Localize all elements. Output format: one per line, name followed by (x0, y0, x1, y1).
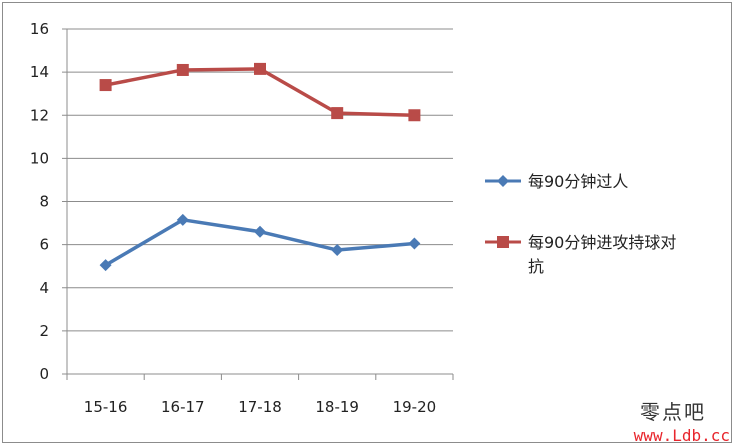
legend-label-series1-line1: 每90分钟进攻持球对 (528, 233, 676, 252)
series-0 (99, 213, 421, 272)
y-tick-label: 4 (39, 279, 49, 297)
series-line-1 (103, 67, 417, 117)
x-tick-label: 19-20 (393, 398, 437, 416)
legend-label-series0: 每90分钟过人 (528, 172, 628, 191)
legend-label-series1-line2: 抗 (528, 257, 544, 276)
data-point (331, 107, 344, 120)
legend-marker-series0 (497, 175, 509, 187)
data-point (254, 225, 266, 238)
legend-item-series1: 每90分钟进攻持球对 抗 (485, 233, 676, 276)
chart-frame (2, 2, 732, 443)
legend: 每90分钟过人 每90分钟进攻持球对 抗 (485, 172, 676, 276)
y-tick-label: 14 (30, 63, 49, 81)
data-point (408, 109, 421, 122)
data-point (408, 237, 421, 250)
watermark-url: www.Ldb.cc (633, 426, 730, 445)
y-tick-label: 16 (30, 20, 49, 38)
data-point (99, 259, 112, 272)
y-tick-label: 2 (39, 322, 49, 340)
data-point (99, 79, 112, 92)
y-axis-ticks: 0 2 4 6 8 10 12 14 16 (30, 20, 67, 383)
legend-item-series0: 每90分钟过人 (485, 172, 628, 191)
data-point (176, 213, 189, 226)
y-tick-label: 8 (39, 193, 49, 211)
x-tick-label: 18-19 (315, 398, 359, 416)
data-point (254, 62, 266, 75)
y-tick-label: 0 (39, 365, 49, 383)
x-tick-label: 15-16 (84, 398, 128, 416)
data-point (331, 244, 344, 257)
y-tick-label: 10 (30, 149, 49, 167)
data-point (176, 63, 189, 76)
y-tick-label: 12 (30, 106, 49, 124)
y-tick-label: 6 (39, 236, 49, 254)
series-group (99, 62, 421, 272)
watermark-text: 零点吧 (640, 400, 706, 424)
x-axis-ticks: 15-16 16-17 17-18 18-19 19-20 (66, 374, 454, 416)
x-tick-label: 16-17 (161, 398, 205, 416)
x-tick-label: 17-18 (238, 398, 282, 416)
series-1 (99, 62, 421, 122)
legend-marker-series1 (497, 236, 509, 248)
